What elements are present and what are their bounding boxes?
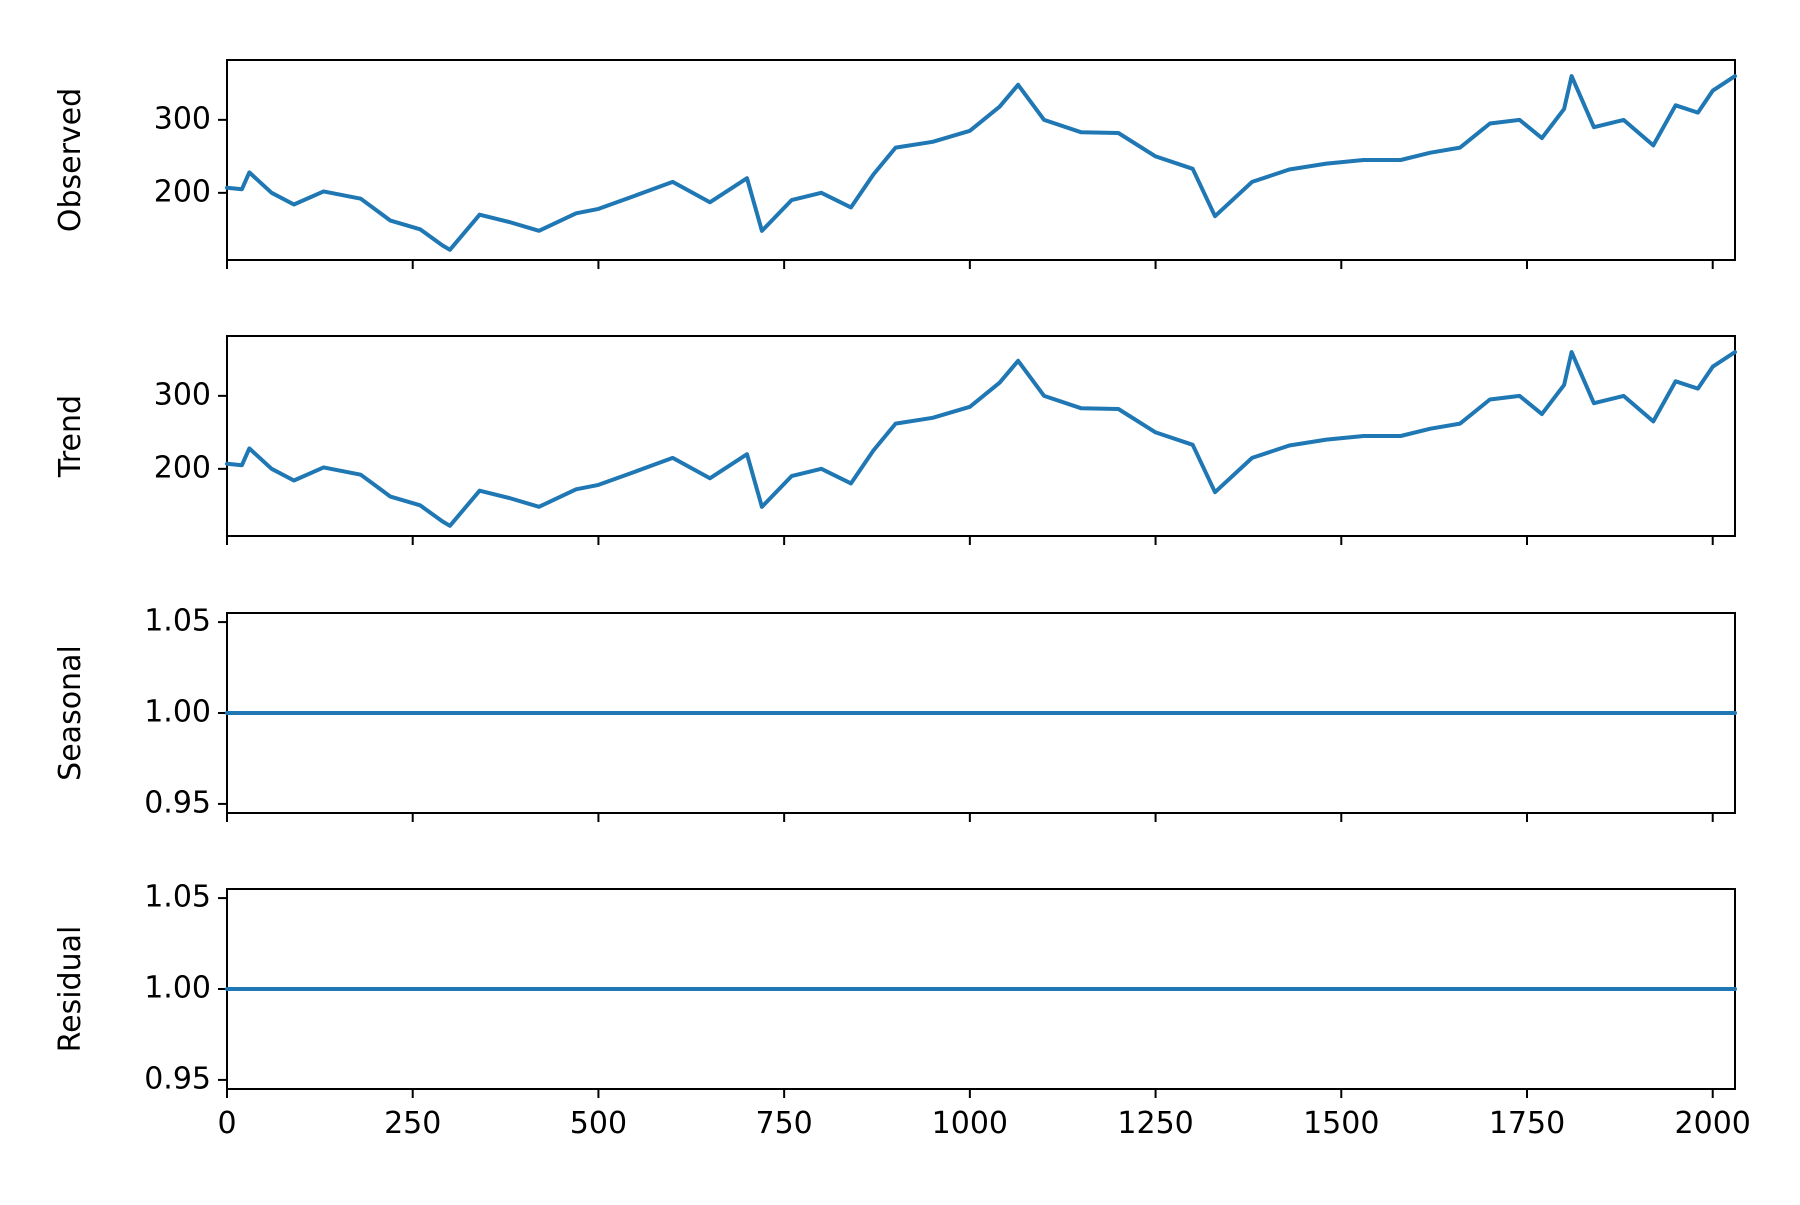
x-tick-label: 1750 bbox=[1489, 1106, 1565, 1141]
x-tick-label: 1000 bbox=[932, 1106, 1008, 1141]
x-tick-label: 250 bbox=[384, 1106, 441, 1141]
axes-frame-trend bbox=[226, 335, 1736, 537]
x-tick-label: 750 bbox=[756, 1106, 813, 1141]
y-tick-label: 0.95 bbox=[144, 785, 211, 820]
x-tick-label: 0 bbox=[217, 1106, 236, 1141]
y-tick-label: 1.00 bbox=[144, 971, 211, 1006]
axes-frame-observed bbox=[226, 59, 1736, 261]
y-tick-label: 1.00 bbox=[144, 695, 211, 730]
y-tick-label: 0.95 bbox=[144, 1061, 211, 1096]
y-tick-label: 200 bbox=[154, 174, 211, 209]
y-axis-label-seasonal: Seasonal bbox=[53, 645, 88, 781]
y-tick-label: 200 bbox=[154, 450, 211, 485]
x-tick-label: 2000 bbox=[1675, 1106, 1751, 1141]
y-axis-label-trend: Trend bbox=[53, 395, 88, 478]
panel-seasonal: 0.95 1.00 1.05 Seasonal bbox=[53, 604, 1737, 822]
series-line-trend bbox=[225, 350, 1737, 528]
y-axis-label-residual: Residual bbox=[53, 926, 88, 1053]
panel-trend: 200 300 Trend bbox=[53, 335, 1737, 545]
x-tick-label: 500 bbox=[570, 1106, 627, 1141]
series-line-observed bbox=[225, 74, 1737, 252]
panel-residual: 0.95 1.00 1.05 0 250 500 750 1000 1250 1500 1750 20… bbox=[53, 880, 1751, 1141]
y-axis-label-observed: Observed bbox=[53, 88, 88, 232]
y-tick-label: 1.05 bbox=[144, 880, 211, 915]
x-tick-label: 1500 bbox=[1303, 1106, 1379, 1141]
y-tick-label: 1.05 bbox=[144, 604, 211, 639]
panel-observed: 200 300 Observed bbox=[53, 59, 1737, 269]
y-tick-label: 300 bbox=[154, 101, 211, 136]
y-tick-label: 300 bbox=[154, 377, 211, 412]
x-tick-label: 1250 bbox=[1117, 1106, 1193, 1141]
